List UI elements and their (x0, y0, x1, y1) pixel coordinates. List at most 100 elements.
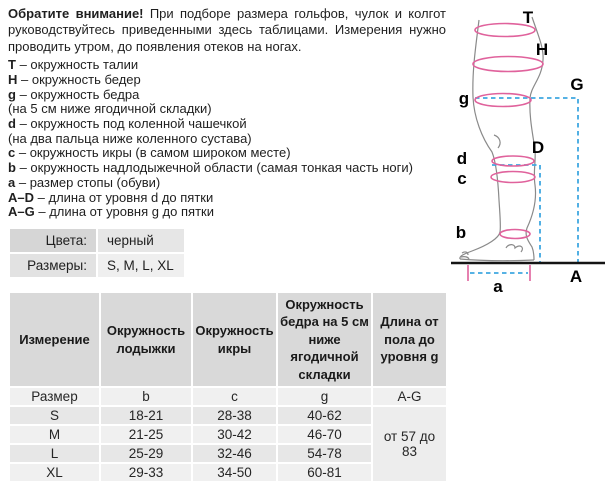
definition-line-d-note: (на два пальца ниже коленного сустава) (8, 130, 446, 147)
label-A: A (570, 267, 582, 286)
size-chart-header-row: Измерение Окружность лодыжки Окружность … (8, 290, 448, 389)
definition-line-T: T – окружность талии (8, 57, 446, 73)
label-G: G (570, 75, 583, 94)
label-T: T (523, 8, 534, 27)
definition-text: – окружность надлодыжечной области (сама… (19, 160, 413, 176)
definition-text: – окружность икры (в самом широком месте… (18, 145, 291, 161)
definition-text: – окружность бедра (19, 86, 140, 102)
header-thigh-circumference: Окружность бедра на 5 см ниже ягодичной … (276, 290, 373, 389)
label-g: g (459, 89, 469, 108)
table-row-M: M 21-25 30-42 46-70 (8, 424, 447, 446)
definition-line-d: d – окружность под коленной чашечкой (8, 116, 446, 132)
kneecap-mark (493, 134, 501, 149)
d-to-D-guide-line (492, 164, 541, 262)
definition-term: c (8, 145, 16, 161)
toe-marks (460, 251, 470, 260)
definition-term: b (8, 160, 16, 176)
colors-label: Цвета: (8, 226, 98, 254)
cell-c: 34-50 (191, 462, 278, 484)
diagram-labels: T H G g D d c b A a (456, 8, 584, 296)
definition-text: – окружность под коленной чашечкой (19, 116, 247, 132)
definition-text: (на два пальца ниже коленного сустава) (8, 130, 252, 146)
cell-size: S (8, 405, 101, 427)
cell-c: 32-46 (191, 443, 278, 465)
foot-sole-outline (459, 258, 535, 262)
definition-line-AG: A–G – длина от уровня g до пятки (8, 204, 446, 220)
definition-line-H: H – окружность бедер (8, 71, 446, 88)
cell-g: 46-70 (276, 424, 373, 446)
leg-front-outline (459, 19, 502, 260)
cell-length-merged: от 57 до 83 (371, 405, 448, 484)
definition-term: A–D (8, 189, 35, 205)
definition-line-c: c – окружность икры (в самом широком мес… (8, 146, 446, 161)
definition-text: – окружность талии (19, 57, 139, 73)
cell-g: 54-78 (276, 443, 373, 465)
g-to-G-guide-line (475, 97, 579, 262)
header-floor-length: Длина от пола до уровня g (371, 290, 448, 389)
param-AG: A-G (371, 386, 448, 408)
intro-paragraph: Обратите внимание! При подборе размера г… (8, 6, 446, 55)
param-b: b (99, 386, 193, 408)
sizes-label: Размеры: (8, 251, 98, 279)
waist-ellipse (474, 22, 536, 38)
intro-bold-lead: Обратите внимание! (8, 6, 144, 21)
cell-g: 40-62 (276, 405, 373, 427)
param-size: Размер (8, 386, 101, 408)
header-calf-circumference: Окружность икры (191, 290, 278, 389)
definition-line-AD: A–D – длина от уровня d до пятки (8, 189, 446, 206)
table-row-S: S 18-21 28-38 40-62 от 57 до 83 (8, 405, 448, 484)
definition-text: – длина от уровня d до пятки (37, 189, 214, 205)
cell-c: 28-38 (191, 405, 278, 427)
cell-size: L (8, 443, 101, 465)
thigh-ellipse (474, 92, 532, 108)
label-d: d (457, 149, 467, 168)
label-a: a (493, 277, 503, 296)
cell-b: 29-33 (99, 462, 193, 484)
header-measurement: Измерение (8, 290, 101, 389)
table-row-XL: XL 29-33 34-50 60-81 (8, 462, 447, 484)
cell-size: M (8, 424, 101, 446)
intro-body: При подборе размера гольфов, чулок и кол… (8, 6, 446, 54)
guide-lines (470, 97, 579, 274)
ankle-bone-mark (505, 244, 524, 253)
param-g: g (276, 386, 373, 408)
cell-g: 60-81 (276, 462, 373, 484)
ankle-ellipse (499, 228, 531, 240)
definition-line-b: b – окружность надлодыжечной области (са… (8, 160, 446, 176)
hip-ellipse (472, 55, 544, 73)
label-H: H (536, 40, 548, 59)
definition-term: d (8, 116, 16, 132)
label-c: c (457, 169, 466, 188)
param-row: Размер b c g A-G (8, 386, 448, 408)
measurement-ellipses (467, 22, 544, 281)
label-b: b (456, 223, 466, 242)
cell-size: XL (8, 462, 101, 484)
definition-text: – длина от уровня g до пятки (38, 204, 214, 220)
definition-line-g: g – окружность бедра (8, 86, 446, 103)
leg-measurement-diagram: T H G g D d c b A a (448, 0, 606, 300)
definition-line-g-note: (на 5 см ниже ягодичной складки) (8, 101, 446, 117)
definition-term: T (8, 57, 16, 73)
colors-row: Цвета: черный (8, 226, 186, 254)
cell-b: 21-25 (99, 424, 193, 446)
definition-text: (на 5 см ниже ягодичной складки) (8, 101, 212, 117)
definition-term: a (8, 174, 16, 190)
cell-c: 30-42 (191, 424, 278, 446)
calf-ellipse (490, 170, 536, 184)
definition-term: g (8, 86, 16, 102)
definition-line-a: a – размер стопы (обуви) (8, 174, 446, 191)
table-row-L: L 25-29 32-46 54-78 (8, 443, 447, 465)
leg-outline (459, 16, 544, 262)
definition-term: H (8, 71, 18, 87)
measurement-definitions: T – окружность талии H – окружность беде… (8, 57, 446, 220)
definition-text: – размер стопы (обуви) (18, 174, 161, 190)
text-column: Обратите внимание! При подборе размера г… (8, 6, 448, 484)
color-size-table: Цвета: черный Размеры: S, M, L, XL (8, 226, 186, 279)
param-c: c (191, 386, 278, 408)
sizes-value: S, M, L, XL (96, 251, 186, 279)
below-knee-ellipse (491, 155, 535, 167)
colors-value: черный (96, 226, 186, 254)
size-chart-table: Измерение Окружность лодыжки Окружность … (8, 290, 448, 484)
cell-b: 18-21 (99, 405, 193, 427)
sizes-row: Размеры: S, M, L, XL (8, 251, 186, 279)
